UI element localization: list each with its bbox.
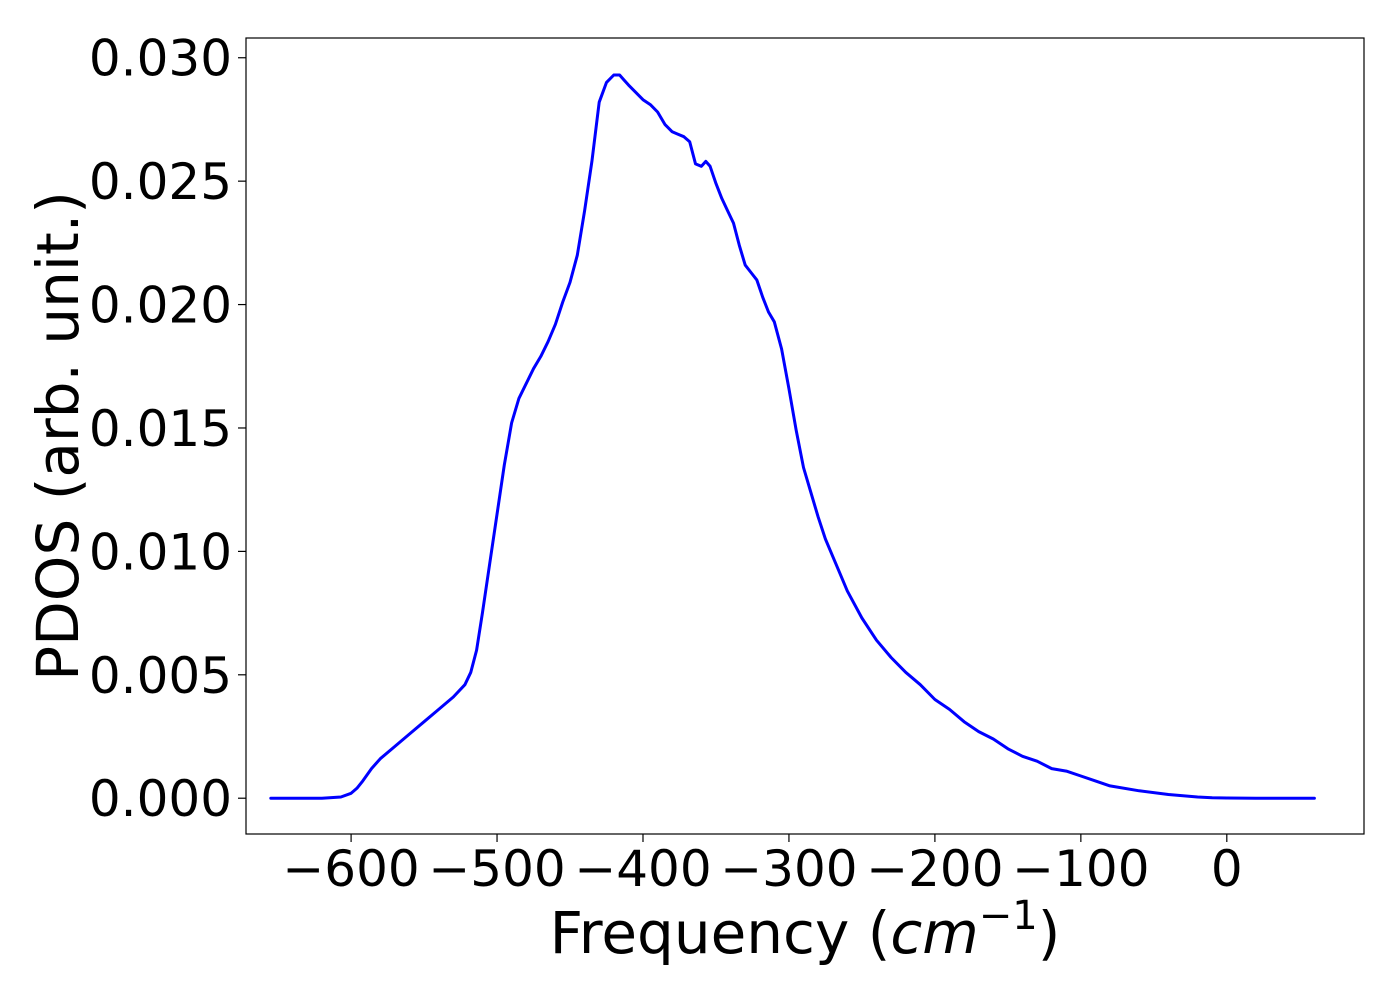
y-tick-label: 0.020 — [89, 277, 232, 335]
y-tick-label: 0.030 — [89, 30, 232, 88]
x-axis-title: Frequency (cm−1) — [550, 893, 1061, 967]
x-tick-label: −400 — [574, 840, 711, 898]
x-axis-ticks: −600 −500 −400 −300 −200 −100 0 — [282, 834, 1243, 898]
pdos-series-line — [269, 73, 1316, 800]
plot-area-frame — [245, 37, 1365, 835]
x-tick-label: −100 — [1012, 840, 1149, 898]
x-axis-unit-exponent: −1 — [979, 893, 1038, 939]
x-axis-unit-base: cm — [890, 899, 978, 967]
y-tick-label: 0.000 — [89, 770, 232, 828]
y-tick-label: 0.010 — [89, 523, 232, 581]
x-axis-unit-open-paren: ( — [868, 899, 891, 967]
x-tick-label: −600 — [282, 840, 419, 898]
x-tick-label: −200 — [866, 840, 1003, 898]
x-tick-label: −300 — [720, 840, 857, 898]
y-axis-title: PDOS (arb. unit.) — [24, 191, 92, 681]
y-tick-label: 0.015 — [89, 400, 232, 458]
x-tick-label: 0 — [1211, 840, 1243, 898]
y-tick-label: 0.025 — [89, 153, 232, 211]
y-axis-ticks: 0.000 0.005 0.010 0.015 0.020 0.025 0.030 — [89, 30, 246, 828]
x-axis-unit-close-paren: ) — [1038, 899, 1061, 967]
x-tick-label: −500 — [428, 840, 565, 898]
x-axis-title-text: Frequency — [550, 899, 868, 967]
y-tick-label: 0.005 — [89, 647, 232, 705]
